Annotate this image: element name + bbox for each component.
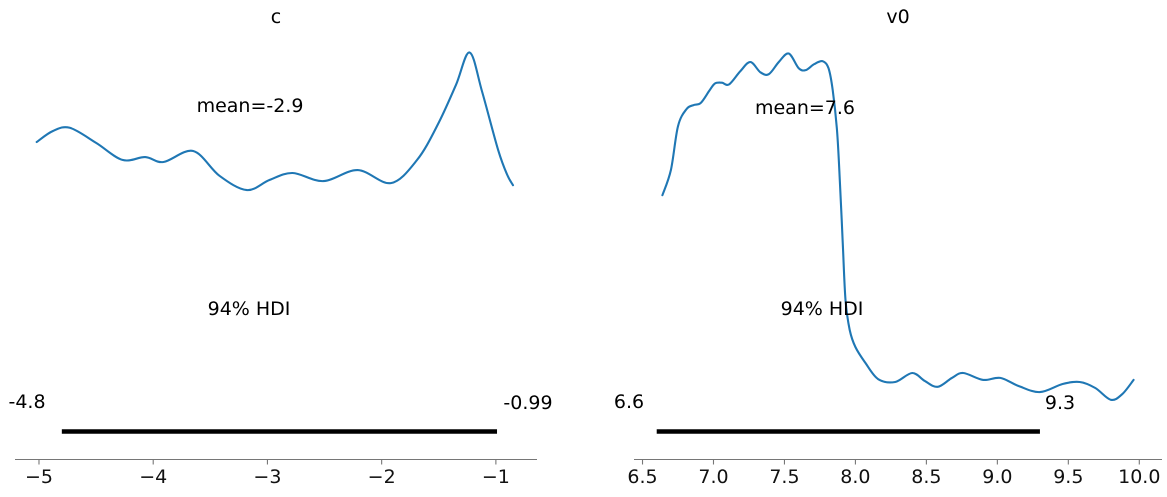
x-tick-label-c: −5 (24, 465, 53, 488)
x-tick-label-v0: 10.0 (1118, 465, 1161, 488)
mean-label-v0: mean=7.6 (754, 97, 856, 119)
x-tick-label-v0: 7.5 (769, 465, 800, 488)
x-tick-label-v0: 9.0 (982, 465, 1013, 488)
hdi-label-v0: 94% HDI (780, 298, 864, 320)
x-tick-label-v0: 9.5 (1053, 465, 1084, 488)
hdi-upper-value-v0: 9.3 (1044, 392, 1076, 414)
x-tick-label-v0: 8.0 (840, 465, 871, 488)
plot-title-c: c (270, 6, 282, 28)
mean-label-c: mean=-2.9 (196, 95, 304, 117)
x-tick-label-c: −2 (367, 465, 396, 488)
x-tick-label-v0: 6.5 (627, 465, 658, 488)
kde-curve-c (35, 51, 515, 192)
x-tick-label-c: −3 (253, 465, 282, 488)
hdi-upper-value-c: -0.99 (503, 392, 553, 414)
plot-title-v0: v0 (886, 6, 910, 28)
kde-curve-v0 (661, 52, 1135, 402)
hdi-label-c: 94% HDI (207, 298, 291, 320)
x-tick-label-v0: 7.0 (698, 465, 729, 488)
x-tick-label-c: −1 (481, 465, 510, 488)
x-tick-label-v0: 8.5 (911, 465, 942, 488)
hdi-lower-value-c: -4.8 (8, 391, 46, 413)
hdi-lower-value-v0: 6.6 (613, 391, 645, 413)
x-tick-label-c: −4 (139, 465, 168, 488)
